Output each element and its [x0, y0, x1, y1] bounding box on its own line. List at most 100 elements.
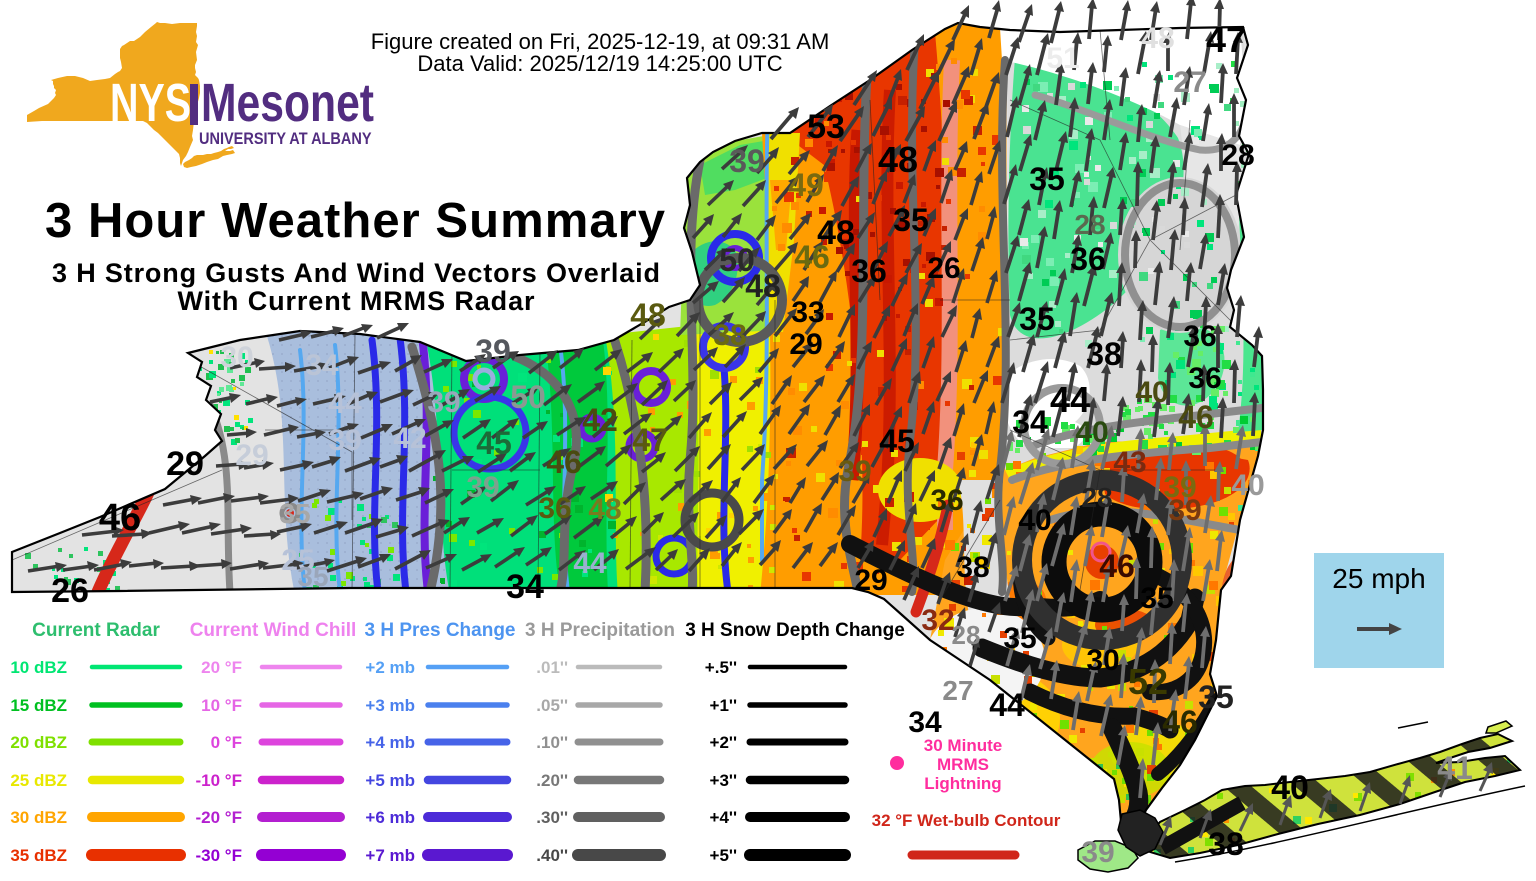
- svg-text:45: 45: [476, 425, 512, 461]
- svg-text:34: 34: [506, 568, 544, 606]
- svg-text:46: 46: [1099, 548, 1135, 584]
- svg-text:39: 39: [427, 386, 460, 419]
- svg-text:44: 44: [328, 387, 362, 420]
- svg-text:32 °F Wet-bulb Contour: 32 °F Wet-bulb Contour: [872, 811, 1061, 830]
- svg-text:38: 38: [956, 551, 989, 584]
- svg-text:36: 36: [1183, 320, 1216, 353]
- svg-text:.10'': .10'': [536, 733, 568, 752]
- svg-text:10 dBZ: 10 dBZ: [10, 658, 67, 677]
- svg-text:34: 34: [1012, 404, 1048, 440]
- svg-text:39: 39: [838, 455, 871, 488]
- svg-text:NYS: NYS: [110, 73, 191, 134]
- svg-text:25: 25: [281, 544, 314, 577]
- svg-text:30 Minute: 30 Minute: [924, 736, 1002, 755]
- svg-text:48: 48: [878, 139, 918, 180]
- svg-text:+2'': +2'': [710, 733, 737, 752]
- svg-text:29: 29: [166, 445, 204, 483]
- svg-text:42: 42: [393, 422, 426, 455]
- svg-text:0 °F: 0 °F: [211, 733, 242, 752]
- svg-text:+7 mb: +7 mb: [365, 846, 415, 865]
- svg-text:35: 35: [279, 498, 310, 529]
- svg-text:35 dBZ: 35 dBZ: [10, 846, 67, 865]
- svg-text:10 °F: 10 °F: [201, 696, 242, 715]
- svg-text:50: 50: [510, 379, 546, 415]
- svg-text:Current Radar: Current Radar: [32, 620, 160, 641]
- svg-text:27: 27: [1173, 66, 1206, 99]
- svg-text:28: 28: [1221, 139, 1254, 172]
- svg-text:39: 39: [1163, 471, 1196, 504]
- svg-text:.30'': .30'': [536, 808, 568, 827]
- svg-text:+2 mb: +2 mb: [365, 658, 415, 677]
- svg-text:47: 47: [632, 422, 668, 458]
- svg-text:-20 °F: -20 °F: [196, 808, 242, 827]
- svg-text:.40'': .40'': [536, 846, 568, 865]
- svg-text:+4'': +4'': [710, 808, 737, 827]
- svg-text:46: 46: [546, 444, 582, 480]
- svg-text:+5'': +5'': [710, 846, 737, 865]
- svg-text:48: 48: [745, 268, 781, 304]
- svg-text:20 dBZ: 20 dBZ: [10, 733, 67, 752]
- svg-text:35: 35: [1140, 582, 1173, 615]
- svg-text:39: 39: [729, 143, 765, 179]
- svg-text:30: 30: [220, 341, 253, 374]
- svg-text:29: 29: [789, 328, 822, 361]
- svg-text:33: 33: [791, 296, 824, 329]
- svg-text:44: 44: [989, 687, 1025, 723]
- svg-text:3 H Pres Change: 3 H Pres Change: [365, 620, 516, 641]
- svg-text:26: 26: [51, 572, 89, 610]
- svg-text:36: 36: [538, 492, 571, 525]
- svg-text:MRMS: MRMS: [937, 755, 989, 774]
- svg-text:29: 29: [235, 439, 268, 472]
- svg-text:47: 47: [1206, 19, 1246, 60]
- svg-text:3 H Strong Gusts And Wind Vect: 3 H Strong Gusts And Wind Vectors Overla…: [52, 258, 660, 288]
- svg-text:36: 36: [930, 484, 963, 517]
- svg-text:46: 46: [99, 497, 141, 539]
- svg-text:41: 41: [1437, 750, 1473, 786]
- svg-text:44: 44: [1050, 379, 1090, 420]
- svg-text:40: 40: [1135, 376, 1168, 409]
- svg-text:48: 48: [1141, 22, 1174, 55]
- svg-text:-10 °F: -10 °F: [196, 771, 242, 790]
- svg-text:46: 46: [1162, 704, 1198, 740]
- svg-text:34: 34: [305, 349, 339, 382]
- svg-text:36: 36: [1188, 362, 1221, 395]
- svg-text:+.5'': +.5'': [705, 658, 737, 677]
- svg-text:3 Hour Weather Summary: 3 Hour Weather Summary: [45, 194, 665, 248]
- svg-text:35: 35: [1029, 161, 1065, 197]
- svg-text:40: 40: [1271, 769, 1309, 807]
- svg-text:+3'': +3'': [710, 771, 737, 790]
- svg-text:45: 45: [879, 423, 915, 459]
- svg-text:46: 46: [1178, 399, 1214, 435]
- svg-text:35: 35: [1003, 622, 1036, 655]
- svg-text:42: 42: [582, 402, 618, 438]
- svg-text:15 dBZ: 15 dBZ: [10, 696, 67, 715]
- svg-text:49: 49: [788, 167, 824, 203]
- svg-text:27: 27: [942, 675, 973, 706]
- svg-text:35: 35: [1019, 301, 1055, 337]
- svg-text:40: 40: [1231, 469, 1264, 502]
- svg-text:Current Wind Chill: Current Wind Chill: [190, 620, 357, 641]
- svg-text:50: 50: [719, 242, 755, 278]
- svg-text:+3 mb: +3 mb: [365, 696, 415, 715]
- svg-text:+5 mb: +5 mb: [365, 771, 415, 790]
- svg-text:Figure created on Fri, 2025-12: Figure created on Fri, 2025-12-19, at 09…: [371, 29, 830, 54]
- svg-text:35: 35: [1198, 679, 1234, 715]
- svg-text:28: 28: [1081, 482, 1112, 513]
- svg-text:20 °F: 20 °F: [201, 658, 242, 677]
- svg-text:51: 51: [1046, 42, 1079, 75]
- svg-text:48: 48: [630, 297, 666, 333]
- svg-text:25 mph: 25 mph: [1332, 563, 1425, 594]
- svg-text:52: 52: [1128, 661, 1168, 702]
- svg-text:Mesonet: Mesonet: [201, 73, 374, 133]
- svg-text:35: 35: [893, 202, 929, 238]
- svg-text:38: 38: [1208, 826, 1244, 862]
- svg-text:-30 °F: -30 °F: [196, 846, 242, 865]
- svg-text:39: 39: [328, 424, 361, 457]
- svg-text:39: 39: [1081, 836, 1114, 869]
- svg-text:28: 28: [1074, 209, 1105, 240]
- svg-text:48: 48: [817, 214, 855, 252]
- svg-text:40: 40: [1018, 504, 1051, 537]
- svg-text:Data Valid: 2025/12/19 14:25:0: Data Valid: 2025/12/19 14:25:00 UTC: [417, 51, 782, 76]
- svg-text:30: 30: [1086, 644, 1119, 677]
- svg-text:39: 39: [1168, 494, 1201, 527]
